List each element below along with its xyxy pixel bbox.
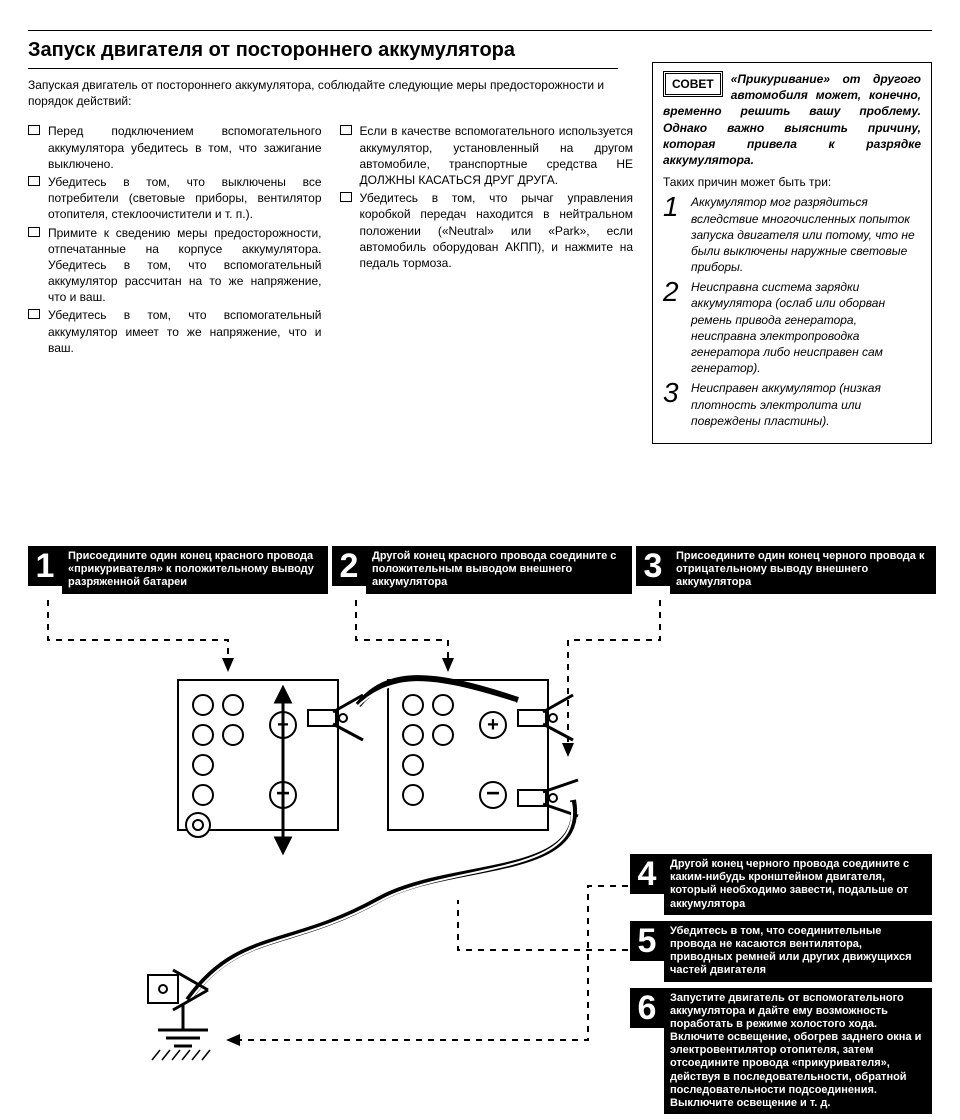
- checkbox-icon: [28, 309, 40, 319]
- tip-badge: СОВЕТ: [663, 71, 723, 97]
- bullet-item: Убедитесь в том, что вспомогатель­ный ак…: [28, 307, 322, 356]
- svg-text:−: −: [486, 780, 500, 807]
- cause-number: 2: [663, 279, 685, 376]
- steps-top-row: 1 Присоедините один конец красного прово…: [28, 546, 932, 594]
- bullet-item: Перед подключением вспомогатель­ного акк…: [28, 123, 322, 172]
- step-3: 3 Присоедините один конец черного провод…: [636, 546, 936, 594]
- precautions-col-1: Перед подключением вспомогатель­ного акк…: [28, 123, 322, 358]
- cause-number: 3: [663, 380, 685, 429]
- step-text: Другой конец красного провода соедините …: [366, 546, 632, 594]
- bullet-text: Убедитесь в том, что рычаг управ­ления к…: [360, 190, 634, 271]
- bullet-text: Примите к сведению меры предосто­рожност…: [48, 225, 322, 306]
- checkbox-icon: [28, 176, 40, 186]
- checkbox-icon: [28, 227, 40, 237]
- checkbox-icon: [28, 125, 40, 135]
- step-number: 2: [332, 546, 366, 586]
- cause-text: Аккумулятор мог разрядиться вследствие м…: [691, 194, 921, 275]
- bullet-text: Убедитесь в том, что выключены все потре…: [48, 174, 322, 223]
- rule-top: [28, 30, 932, 31]
- bullet-text: Если в качестве вспомогательного использ…: [360, 123, 634, 188]
- step-text: Присоедините один конец красного провода…: [62, 546, 328, 594]
- precautions-columns: Перед подключением вспомогатель­ного акк…: [28, 123, 633, 358]
- step-text: Присоедините один конец черного провода …: [670, 546, 936, 594]
- precautions-col-2: Если в качестве вспомогательного использ…: [340, 123, 634, 358]
- bullet-text: Убедитесь в том, что вспомогатель­ный ак…: [48, 307, 322, 356]
- tip-box: СОВЕТ «Прикуривание» от дру­гого автомоб…: [652, 62, 932, 444]
- tip-causes-intro: Таких причин может быть три:: [663, 174, 921, 190]
- step-number: 3: [636, 546, 670, 586]
- cause-number: 1: [663, 194, 685, 275]
- jump-start-diagram: + − + −: [28, 600, 932, 1080]
- step-number: 1: [28, 546, 62, 586]
- bullet-item: Убедитесь в том, что выключены все потре…: [28, 174, 322, 223]
- bullet-item: Убедитесь в том, что рычаг управ­ления к…: [340, 190, 634, 271]
- tip-cause: 3Неисправен аккумулятор (низкая плотност…: [663, 380, 921, 429]
- intro-text: Запуская двигатель от постороннего аккум…: [28, 77, 633, 109]
- bullet-item: Если в качестве вспомогательного использ…: [340, 123, 634, 188]
- tip-causes-list: 1Аккумулятор мог разрядиться вследствие …: [663, 194, 921, 429]
- bullet-text: Перед подключением вспомогатель­ного акк…: [48, 123, 322, 172]
- cause-text: Неисправна система зарядки аккумулятора …: [691, 279, 921, 376]
- svg-text:+: +: [487, 714, 499, 736]
- tip-cause: 2Неисправна система зарядки аккумулятора…: [663, 279, 921, 376]
- checkbox-icon: [340, 125, 352, 135]
- tip-cause: 1Аккумулятор мог разрядиться вследствие …: [663, 194, 921, 275]
- cause-text: Неисправен аккумулятор (низкая плотность…: [691, 380, 921, 429]
- bullet-item: Примите к сведению меры предосто­рожност…: [28, 225, 322, 306]
- step-1: 1 Присоедините один конец красного прово…: [28, 546, 328, 594]
- checkbox-icon: [340, 192, 352, 202]
- tip-lead: СОВЕТ «Прикуривание» от дру­гого автомоб…: [663, 71, 921, 168]
- step-2: 2 Другой конец красного провода соединит…: [332, 546, 632, 594]
- page-title: Запуск двигателя от постороннего аккумул…: [28, 37, 618, 69]
